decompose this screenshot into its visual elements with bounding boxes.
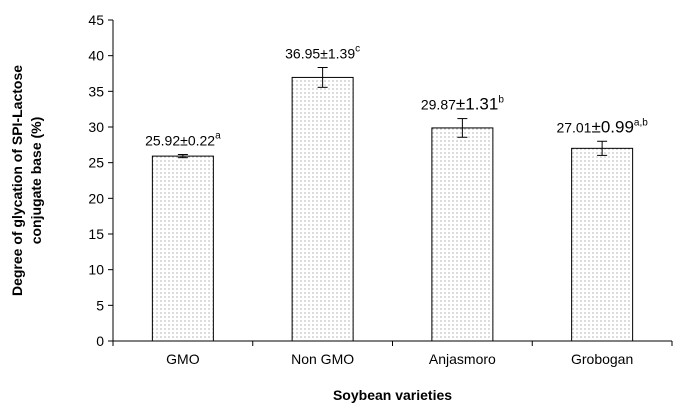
- data-label: 27.01±0.99a,b: [556, 117, 648, 136]
- data-label: 29.87±1.31b: [421, 95, 504, 114]
- bar: [151, 155, 214, 342]
- y-tick-label: 5: [96, 297, 104, 313]
- error-bar: [457, 118, 468, 138]
- error-bar: [597, 140, 608, 156]
- bars: [151, 76, 634, 342]
- y-axis-title-line: Degree of glycation of SPI-Lactose: [9, 65, 25, 296]
- y-tick-label: 35: [88, 83, 104, 99]
- data-label: 36.95±1.39c: [285, 44, 360, 62]
- bar: [291, 76, 354, 342]
- y-tick-label: 20: [88, 190, 104, 206]
- error-bar: [317, 67, 328, 88]
- x-tick-label: Grobogan: [571, 351, 633, 367]
- x-axis: GMO Non GMO Anjasmoro Grobogan: [112, 340, 673, 367]
- bar: [571, 147, 634, 342]
- y-tick-label: 15: [88, 226, 104, 242]
- y-axis-title-line: conjugate base (%): [28, 117, 44, 245]
- y-tick-label: 45: [88, 12, 104, 28]
- x-tick-label: Anjasmoro: [429, 351, 496, 367]
- y-tick-label: 40: [88, 48, 104, 64]
- bar: [431, 127, 494, 342]
- x-tick-label: Non GMO: [291, 351, 354, 367]
- y-tick-label: 30: [88, 119, 104, 135]
- y-tick-label: 10: [88, 262, 104, 278]
- y-tick-label: 25: [88, 155, 104, 171]
- error-bars: [177, 67, 608, 159]
- error-bar: [177, 154, 188, 159]
- data-label: 25.92±0.22a: [145, 131, 221, 149]
- y-axis-title: Degree of glycation of SPI-Lactose conjug…: [9, 65, 44, 296]
- y-tick-label: 0: [96, 333, 104, 349]
- y-axis: 0 5 10 15 20 25 30 35 40 45: [88, 12, 114, 349]
- x-axis-title: Soybean varieties: [333, 387, 452, 403]
- data-labels: 25.92±0.22a 36.95±1.39c 29.87±1.31b 27.01±0…: [145, 44, 648, 149]
- x-tick-label: GMO: [166, 351, 200, 367]
